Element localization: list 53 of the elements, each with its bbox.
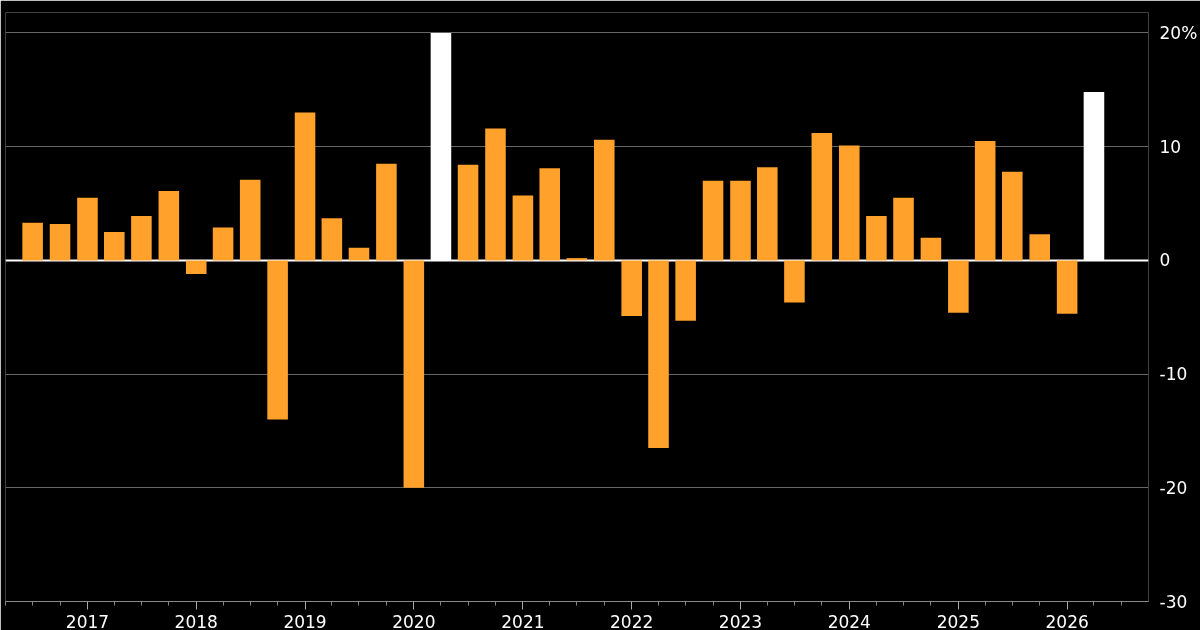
bar: [321, 218, 343, 261]
bar: [294, 112, 316, 261]
bar: [22, 222, 43, 261]
bar: [512, 195, 534, 261]
x-tick-label: 2024: [827, 611, 871, 630]
x-tick-label: 2017: [65, 611, 110, 630]
x-tick-label: 2023: [718, 611, 763, 630]
bar: [239, 179, 261, 261]
x-tick-label: 2018: [174, 611, 218, 630]
bar: [1029, 234, 1050, 261]
bar: [212, 227, 234, 261]
bar: [457, 164, 479, 261]
bar: [376, 163, 397, 261]
bar: [893, 197, 914, 261]
bar: [1056, 260, 1078, 314]
bar: [784, 260, 805, 303]
y-tick-label: -10: [1159, 364, 1188, 385]
x-tick-label: 2020: [392, 611, 436, 630]
bar: [131, 216, 152, 261]
bar: [811, 133, 833, 261]
bar: [593, 139, 615, 261]
bar: [730, 180, 751, 261]
x-tick-label: 2021: [501, 611, 545, 630]
bar: [920, 237, 942, 261]
y-tick-label: -30: [1159, 591, 1188, 612]
bar: [485, 128, 506, 261]
x-tick-label: 2019: [283, 611, 327, 630]
y-tick-label: 10: [1159, 136, 1182, 157]
y-tick-label: -20: [1159, 477, 1188, 498]
bar: [621, 260, 642, 317]
bar: [104, 231, 125, 261]
bar: [974, 140, 996, 261]
bar: [267, 260, 288, 420]
y-tick-label: 0: [1159, 250, 1171, 271]
bar: [77, 197, 98, 261]
bar: [403, 260, 425, 488]
bar: [348, 247, 370, 261]
bar: [702, 180, 724, 261]
bar: [1002, 171, 1023, 261]
bar: [757, 167, 778, 261]
bar: [948, 260, 969, 313]
bar: [648, 260, 669, 448]
bar: [185, 260, 207, 275]
x-tick-label: 2026: [1045, 611, 1089, 630]
bar: [539, 168, 561, 261]
x-tick-label: 2022: [610, 611, 654, 630]
x-tick-label: 2025: [936, 611, 980, 630]
bar: [158, 191, 180, 261]
bar: [49, 223, 71, 261]
bar: [866, 216, 887, 261]
y-tick-label: 20%: [1159, 22, 1198, 43]
bar: [838, 145, 860, 261]
bar: [675, 260, 696, 321]
